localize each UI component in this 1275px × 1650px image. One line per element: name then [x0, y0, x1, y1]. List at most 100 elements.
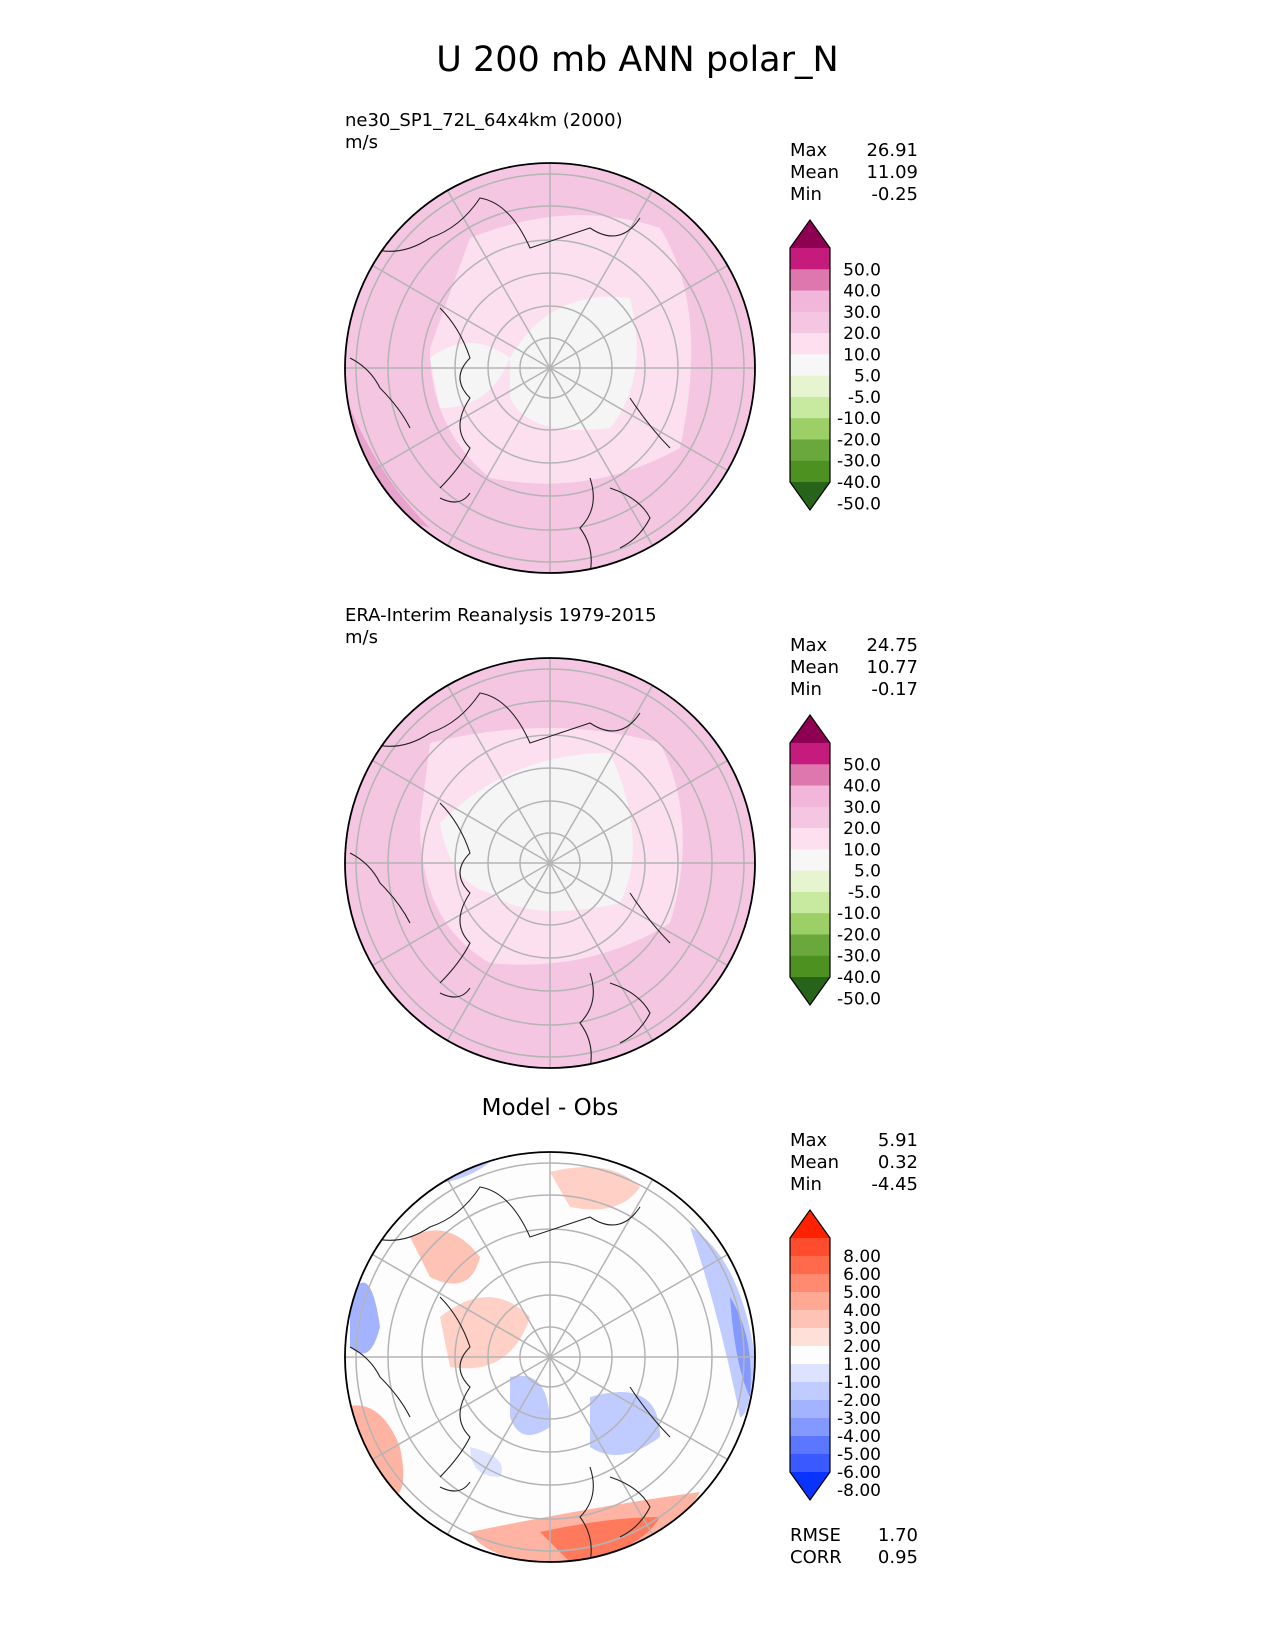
colorbar-outline [789, 713, 831, 1007]
colorbar-band-10 [790, 1418, 830, 1437]
colorbar-tick-label: 30.0 [843, 303, 881, 323]
field-region-8 [440, 1297, 530, 1369]
field-region-12 [590, 1392, 660, 1455]
colorbar-outline [789, 218, 831, 512]
meridian-gridline-4 [446, 862, 551, 1041]
meridian-gridline-11 [549, 759, 728, 864]
colorbar-tick-label: -5.0 [848, 388, 881, 408]
colorbar-band-2 [790, 785, 830, 808]
stat-mean: Mean 11.09 [790, 162, 918, 184]
colorbar-tick-label: 3.00 [843, 1319, 881, 1339]
field-region-7 [410, 1230, 480, 1284]
colorbar-tick-label: 1.00 [843, 1355, 881, 1375]
meridian-gridline-4 [446, 1356, 551, 1535]
stat-max: Max 5.91 [790, 1130, 918, 1152]
colorbar-2: 50.040.030.020.010.05.0-5.0-10.0-20.0-30… [789, 713, 881, 1009]
colorbar-tick-label: -4.00 [837, 1427, 881, 1447]
meridian-gridline-1 [549, 862, 728, 967]
meridian-gridline-1 [549, 1356, 728, 1461]
stat-value: -0.17 [871, 679, 918, 700]
colorbar-band-1 [790, 269, 830, 292]
meridian-gridline-11 [549, 264, 728, 369]
stat-min: Min -4.45 [790, 1174, 918, 1196]
coastline-1 [439, 1296, 471, 1478]
colorbar-band-6 [790, 870, 830, 893]
colorbar-band-9 [790, 439, 830, 462]
meridian-gridline-2 [549, 862, 654, 1041]
meridian-gridline-10 [549, 685, 654, 864]
stat-rmse: RMSE 1.70 [790, 1525, 918, 1547]
colorbar-band-0 [790, 1238, 830, 1257]
colorbar-tick-label: -40.0 [837, 473, 881, 493]
colorbar-band-0 [790, 248, 830, 270]
stat-value: 26.91 [866, 140, 918, 161]
colorbar-tick-label: -40.0 [837, 968, 881, 988]
meridian-gridline-4 [446, 367, 551, 546]
coastline-0 [369, 197, 641, 252]
colorbar-tick-label: -5.00 [837, 1445, 881, 1465]
stat-min: Min -0.17 [790, 679, 918, 701]
coastline-2 [349, 1346, 411, 1418]
stat-label: CORR [790, 1547, 842, 1568]
panel-title: ne30_SP1_72L_64x4km (2000) [345, 110, 623, 131]
colorbar-band-9 [790, 934, 830, 957]
colorbar-tick-label: 50.0 [843, 755, 881, 775]
coastline-5 [629, 397, 671, 449]
colorbar-tick-label: 40.0 [843, 282, 881, 302]
colorbar-band-3 [790, 311, 830, 334]
stat-mean: Mean 10.77 [790, 657, 918, 679]
coastline-2 [349, 852, 411, 924]
colorbar-band-5 [790, 849, 830, 872]
stat-value: 5.91 [877, 1130, 918, 1151]
panel-title: ERA-Interim Reanalysis 1979-2015 [345, 605, 657, 626]
colorbar-band-5 [790, 354, 830, 377]
stat-label: Max [790, 140, 828, 161]
colorbar-tick-label: 20.0 [843, 324, 881, 344]
colorbar-extend-max [790, 220, 830, 248]
meridian-gridline-2 [549, 1356, 654, 1535]
coastline-3 [579, 477, 594, 573]
colorbar-tick-label: -20.0 [837, 925, 881, 945]
colorbar-extend-min [790, 1472, 830, 1500]
colorbar-tick-label: -30.0 [837, 947, 881, 967]
panel-units: m/s [345, 627, 378, 648]
stat-value: 24.75 [866, 635, 918, 656]
colorbar-tick-label: -8.00 [837, 1481, 881, 1501]
coastline-1 [439, 307, 471, 489]
stat-label: Min [790, 1174, 822, 1195]
colorbar-extend-min [790, 977, 830, 1005]
coastline-6 [439, 1481, 471, 1492]
colorbar-band-1 [790, 1256, 830, 1275]
meridian-gridline-11 [549, 1253, 728, 1358]
colorbar-band-6 [790, 375, 830, 398]
colorbar-tick-label: 2.00 [843, 1337, 881, 1357]
colorbar-band-7 [790, 396, 830, 419]
colorbar-tick-label: -10.0 [837, 904, 881, 924]
stat-value: 0.95 [877, 1547, 918, 1568]
coastline-6 [439, 987, 471, 998]
meridian-gridline-7 [372, 759, 551, 864]
field-region-3 [345, 1405, 404, 1497]
map-boundary [344, 162, 756, 574]
stat-label: Max [790, 635, 828, 656]
colorbar-band-7 [790, 891, 830, 914]
colorbar-3: 8.006.005.004.003.002.001.00-1.00-2.00-3… [789, 1208, 881, 1502]
meridian-gridline-10 [549, 190, 654, 369]
stat-max: Max 26.91 [790, 140, 918, 162]
field-region-5 [730, 1297, 751, 1397]
meridian-gridline-8 [446, 190, 551, 369]
colorbar-tick-label: -20.0 [837, 430, 881, 450]
colorbar-band-2 [790, 1274, 830, 1293]
stat-value: 1.70 [877, 1525, 918, 1546]
stat-label: Max [790, 1130, 828, 1151]
coastline-3 [579, 1466, 594, 1562]
coastline-4 [609, 487, 651, 549]
colorbar-tick-label: -1.00 [837, 1373, 881, 1393]
stat-label: Min [790, 679, 822, 700]
stat-mean: Mean 0.32 [790, 1152, 918, 1174]
colorbar-band-2 [790, 290, 830, 313]
coastline-2 [349, 357, 411, 429]
colorbar-tick-label: -3.00 [837, 1409, 881, 1429]
stat-label: Mean [790, 657, 840, 678]
meridian-gridline-1 [549, 367, 728, 472]
